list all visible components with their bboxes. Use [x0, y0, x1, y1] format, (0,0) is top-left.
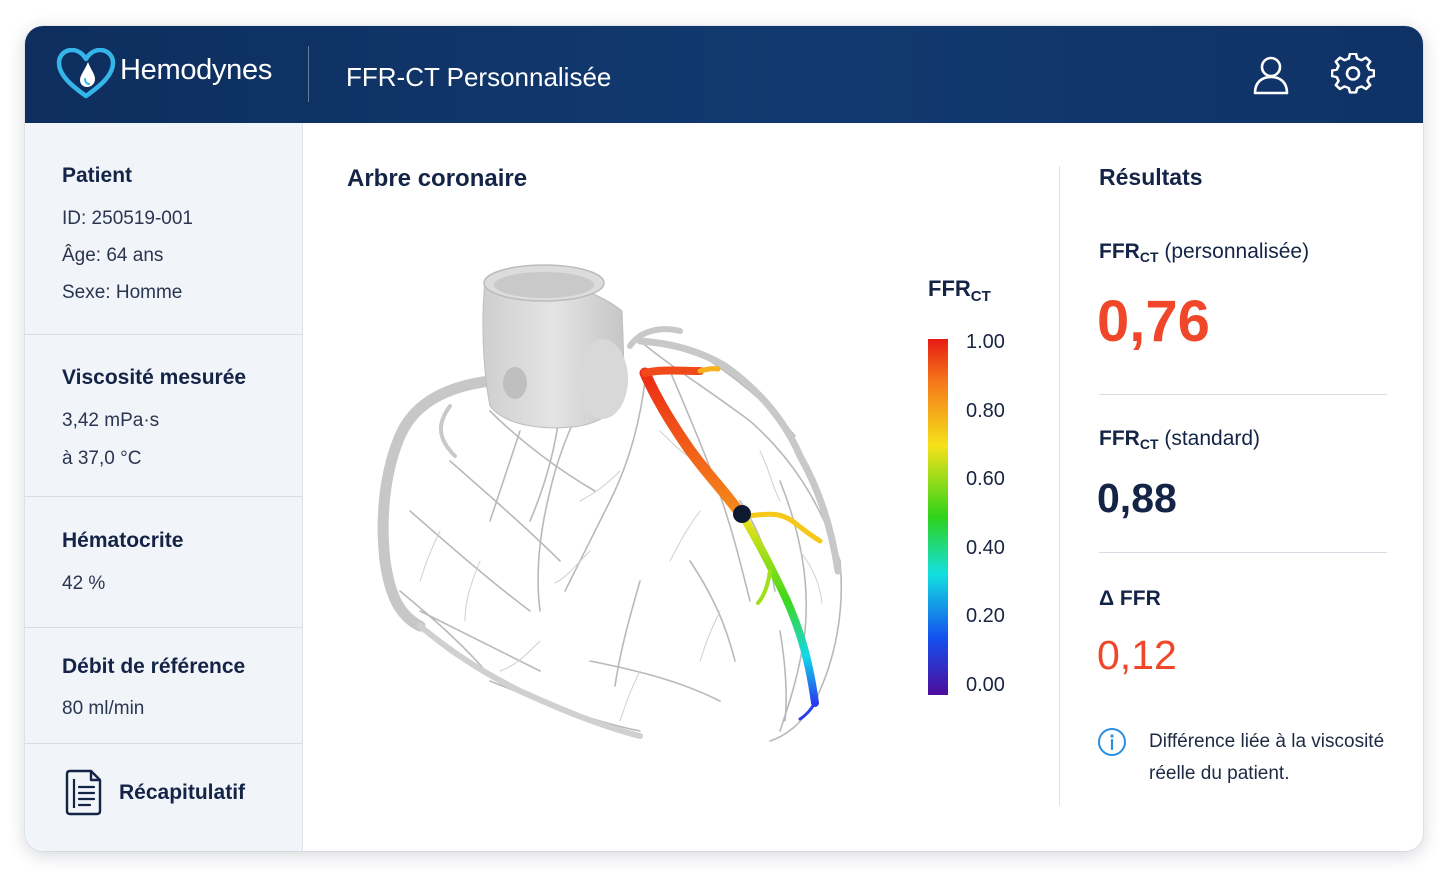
info-icon [1098, 728, 1126, 756]
document-icon [65, 769, 102, 816]
summary-label: Récapitulatif [119, 781, 246, 804]
patient-section: Patient ID: 250519-001 Âge: 64 ans Sexe:… [25, 123, 303, 335]
results-separator [1099, 394, 1387, 395]
patient-id: ID: 250519-001 [62, 208, 193, 229]
patient-age: Âge: 64 ans [62, 245, 164, 266]
viscosity-value: 3,42 mPa·s [62, 410, 160, 431]
brand-name: Hemodynes [120, 54, 273, 86]
ffr-scale-tick: 0.20 [966, 605, 1005, 628]
posterior-descending-branch [417, 623, 643, 739]
gear-icon[interactable] [1331, 53, 1375, 97]
measurement-point-marker[interactable] [733, 505, 751, 523]
flow-value: 80 ml/min [62, 698, 145, 719]
ffr-personalized-label: FFRCT (personnalisée) [1099, 240, 1310, 265]
top-bar: Hemodynes FFR-CT Personnalisée [25, 26, 1423, 123]
summary-button[interactable]: Récapitulatif [25, 744, 303, 851]
user-icon[interactable] [1249, 53, 1293, 97]
aorta [482, 264, 628, 429]
lad-proximal-segment [639, 367, 746, 519]
ffr-personalized-value: 0,76 [1097, 289, 1210, 354]
results-separator [1099, 552, 1387, 553]
ffr-color-scale [928, 339, 948, 695]
ffr-standard-label: FFRCT (standard) [1099, 427, 1261, 452]
ffr-scale-tick: 0.60 [966, 468, 1005, 491]
ffr-scale-tick: 0.80 [966, 399, 1005, 422]
flow-title: Débit de référence [62, 655, 246, 678]
results-title: Résultats [1099, 164, 1203, 190]
micro-branches [419, 430, 823, 722]
sidebar: Patient ID: 250519-001 Âge: 64 ans Sexe:… [25, 123, 303, 851]
header-divider [308, 46, 309, 102]
delta-ffr-value: 0,12 [1097, 632, 1177, 678]
delta-ffr-label: Δ FFR [1099, 587, 1161, 610]
viscosity-title: Viscosité mesurée [62, 366, 247, 389]
hematocrit-value: 42 % [62, 573, 106, 594]
ffr-scale-tick: 0.00 [966, 674, 1005, 696]
app-title: FFR-CT Personnalisée [346, 62, 612, 92]
app-window: Hemodynes FFR-CT Personnalisée Patient I… [25, 26, 1423, 851]
diagonal-branch [745, 511, 823, 544]
viscosity-section: Viscosité mesurée 3,42 mPa·s à 37,0 °C [25, 335, 303, 497]
ffr-scale-title: FFRCT [928, 276, 991, 305]
right-coronary-artery [377, 375, 496, 632]
patient-sex: Sexe: Homme [62, 282, 183, 303]
ffr-scale-tick: 1.00 [966, 331, 1005, 353]
ffr-scale-tick: 0.40 [966, 536, 1005, 559]
hematocrit-section: Hématocrite 42 % [25, 497, 303, 628]
heart-drop-icon [56, 48, 116, 99]
coronary-tree-visual[interactable] [340, 231, 860, 751]
hematocrit-title: Hématocrite [62, 529, 184, 552]
viscosity-note: Différence liée à la viscosité réelle du… [1149, 731, 1385, 784]
lad-distal-segment [738, 511, 819, 707]
ffr-standard-value: 0,88 [1097, 475, 1177, 521]
coronary-tree-title: Arbre coronaire [347, 165, 528, 192]
results-divider [1059, 166, 1060, 806]
patient-title: Patient [62, 164, 133, 187]
viscosity-temperature: à 37,0 °C [62, 448, 142, 469]
circumflex-artery [636, 337, 842, 575]
flow-section: Débit de référence 80 ml/min [25, 628, 303, 744]
